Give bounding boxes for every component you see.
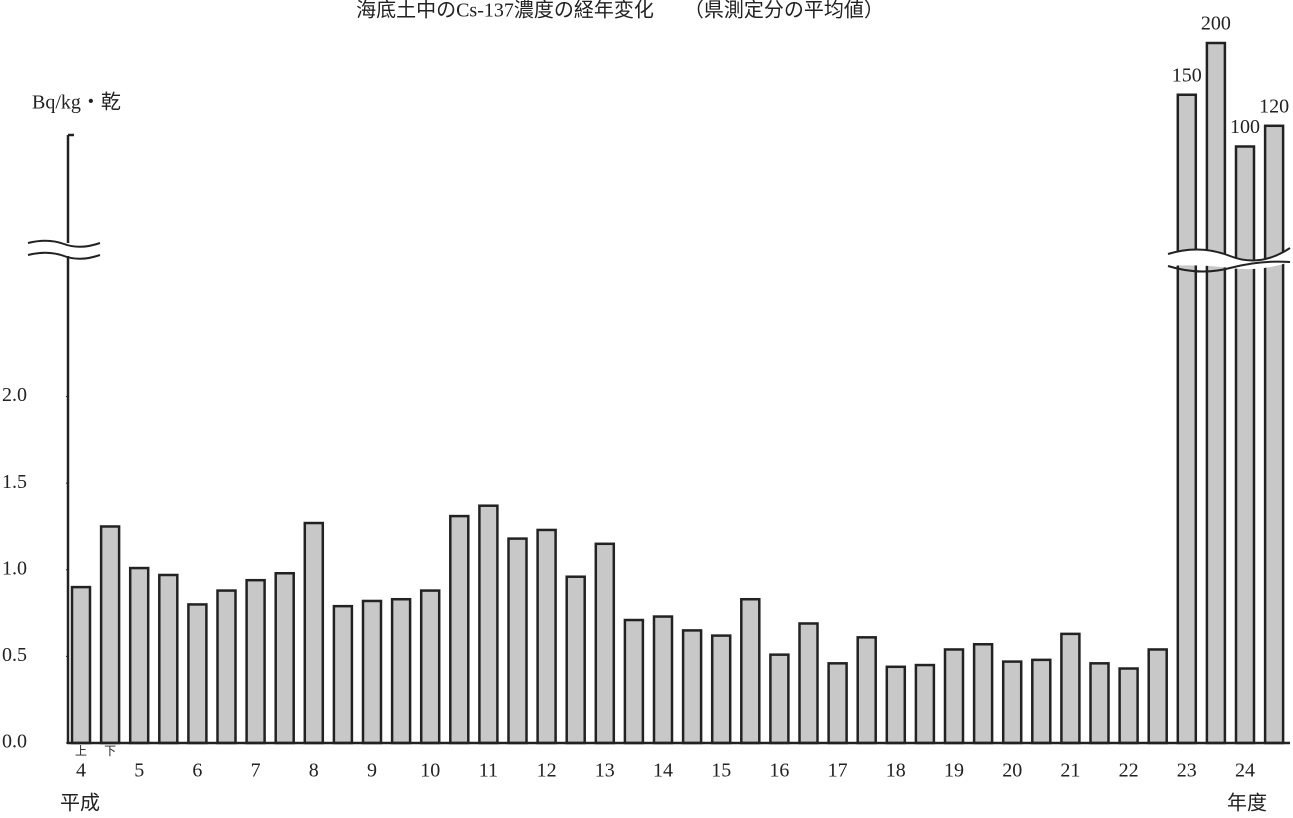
- x-tick-label: 18: [886, 760, 906, 782]
- x-tick-label: 13: [595, 760, 615, 782]
- half-label: 下: [104, 744, 116, 758]
- data-label: 100: [1230, 116, 1260, 138]
- bar: [478, 504, 499, 745]
- bar: [972, 643, 994, 745]
- bar: [1176, 93, 1198, 745]
- y-tick-label: 1.0: [2, 557, 27, 579]
- x-tick-label: 14: [653, 760, 673, 782]
- bar: [1031, 658, 1052, 745]
- y-tick-label: 0.5: [2, 644, 27, 666]
- bar: [449, 514, 470, 745]
- x-tick-label: 20: [1002, 760, 1022, 782]
- x-tick-label: 15: [711, 760, 731, 782]
- bar: [827, 662, 848, 745]
- break-line: [27, 239, 101, 248]
- bar: [1205, 41, 1227, 745]
- x-tick-label: 9: [367, 760, 377, 782]
- x-tick-label: 19: [944, 760, 964, 782]
- bar: [710, 634, 732, 745]
- x-tick-label: 6: [192, 760, 202, 782]
- bar: [361, 599, 383, 745]
- data-label: 150: [1172, 64, 1202, 86]
- break-line: [27, 251, 101, 260]
- bar: [1089, 662, 1110, 745]
- x-tick-label: 17: [828, 760, 848, 782]
- x-prefix-label: 平成: [60, 792, 100, 815]
- bar: [594, 542, 616, 745]
- bar: [914, 663, 936, 745]
- bar: [216, 589, 237, 745]
- bar: [507, 537, 528, 745]
- x-tick-label: 22: [1119, 760, 1139, 782]
- bar: [274, 572, 295, 745]
- y-axis-label: Bq/kg・乾: [32, 91, 121, 114]
- x-tick-label: 23: [1177, 760, 1197, 782]
- y-tick-label: 2.0: [2, 384, 27, 406]
- plot-area: [70, 41, 1285, 745]
- data-label: 120: [1259, 95, 1289, 117]
- x-tick-label: 5: [134, 760, 144, 782]
- break-gap: [1168, 248, 1290, 270]
- x-tick-label: 16: [769, 760, 789, 782]
- bar: [1118, 667, 1139, 745]
- bar: [128, 566, 150, 745]
- bar: [158, 573, 179, 745]
- bar: [1001, 660, 1023, 745]
- bar: [1234, 145, 1256, 745]
- bar: [652, 615, 674, 745]
- bar: [943, 648, 965, 745]
- bar: [1147, 648, 1168, 745]
- bar: [419, 589, 441, 745]
- bar: [70, 585, 92, 745]
- bar: [798, 622, 819, 745]
- bar: [99, 525, 121, 745]
- bar: [565, 575, 586, 745]
- bar: [1060, 632, 1081, 745]
- x-tick-label: 11: [479, 760, 498, 782]
- y-tick-label: 1.5: [2, 471, 27, 493]
- bar: [390, 597, 412, 745]
- x-tick-label: 24: [1235, 760, 1255, 782]
- bar: [769, 653, 790, 745]
- x-suffix-label: 年度: [1227, 792, 1267, 815]
- x-tick-label: 8: [309, 760, 319, 782]
- x-tick-label: 21: [1060, 760, 1080, 782]
- axis-break: [27, 239, 1291, 273]
- x-tick-label: 10: [420, 760, 440, 782]
- bar: [1263, 124, 1285, 745]
- data-label: 200: [1201, 13, 1231, 35]
- break-line: [1167, 260, 1291, 273]
- bar: [623, 618, 645, 745]
- bar: [681, 629, 703, 745]
- bar: [245, 578, 266, 745]
- y-tick-label: 0.0: [2, 731, 27, 753]
- break-line: [1167, 247, 1291, 262]
- bar: [187, 603, 208, 745]
- bar: [303, 521, 325, 745]
- break-gap: [28, 240, 100, 259]
- bar: [885, 665, 907, 745]
- bar: [740, 597, 761, 745]
- x-tick-label: 12: [537, 760, 557, 782]
- bar: [856, 636, 877, 745]
- bar: [332, 604, 354, 745]
- bar: [536, 528, 557, 745]
- x-tick-label: 7: [251, 760, 261, 782]
- chart-title: 海底土中のCs-137濃度の経年変化 （県測定分の平均値）: [356, 0, 884, 22]
- x-tick-label: 4: [76, 760, 86, 782]
- half-label: 上: [75, 744, 87, 758]
